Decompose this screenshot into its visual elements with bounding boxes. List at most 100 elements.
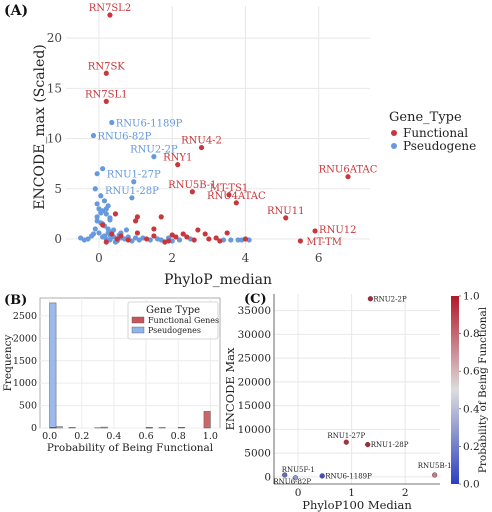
- x-tick-label: 0.2: [74, 431, 89, 442]
- point-annotation: MT-TS1: [210, 183, 249, 194]
- point-annotation: RNU1-27P: [107, 170, 161, 181]
- y-tick-label: 15000: [238, 400, 271, 412]
- data-point-pseudogene: [109, 119, 115, 126]
- point-annotation: RNU5B-1: [418, 462, 452, 470]
- colorbar-tick-label: 0.4: [463, 403, 480, 415]
- data-point-functional: [118, 233, 124, 239]
- data-point-pseudogene: [94, 214, 100, 220]
- colorbar-tick-label: 0.2: [463, 441, 480, 453]
- data-point-functional: [283, 215, 289, 221]
- data-point-pseudogene: [107, 215, 113, 221]
- x-tick-label: 2: [168, 251, 176, 265]
- x-tick-label: 4: [242, 251, 250, 265]
- x-tick-label: 1: [348, 487, 355, 499]
- data-point: [319, 473, 325, 479]
- data-point-pseudogene: [129, 195, 135, 201]
- y-tick-label: 20: [47, 31, 62, 45]
- data-point-functional: [312, 228, 318, 234]
- data-point-functional: [226, 192, 232, 198]
- data-point-functional: [158, 214, 164, 220]
- data-point-pseudogene: [228, 237, 234, 243]
- data-point-pseudogene: [235, 237, 241, 243]
- data-point-functional: [134, 230, 141, 236]
- y-tick-label: 0: [264, 471, 271, 483]
- data-point-functional: [143, 236, 150, 242]
- x-axis-title: PhyloP100 Median: [302, 498, 412, 512]
- data-point-pseudogene: [131, 179, 137, 185]
- point-annotation: RNU6-1189P: [116, 118, 183, 129]
- data-point-functional: [297, 238, 304, 244]
- data-point-functional: [184, 234, 190, 240]
- y-tick-label: 1000: [13, 378, 37, 389]
- data-point-functional: [114, 236, 120, 242]
- point-annotation: RNU11: [267, 206, 304, 217]
- data-point-pseudogene: [105, 226, 111, 232]
- data-point: [282, 472, 288, 478]
- colorbar: [451, 296, 459, 484]
- colorbar-tick-label: 0.0: [463, 479, 480, 491]
- point-annotation: RNU6-82P: [273, 478, 311, 486]
- point-annotation: RNU12: [319, 225, 356, 236]
- data-point-pseudogene: [90, 231, 97, 237]
- x-axis-title: PhyloP_median: [164, 272, 272, 288]
- legend-swatch: [131, 326, 145, 334]
- data-point-functional: [233, 200, 239, 206]
- y-tick-label: 25000: [238, 353, 271, 365]
- data-point-pseudogene: [101, 198, 108, 204]
- y-axis-title: ENCODE_max (Scaled): [32, 44, 48, 210]
- y-tick-label: 10000: [238, 424, 271, 436]
- data-point-functional: [109, 231, 115, 237]
- panel-label: (A): [4, 3, 28, 19]
- point-annotation: MT-TM: [306, 237, 342, 248]
- histogram-bar: [55, 426, 63, 429]
- x-tick-label: 1.0: [203, 431, 218, 442]
- x-tick-label: 2: [402, 487, 409, 499]
- histogram-bar: [100, 426, 108, 429]
- data-point-functional: [189, 189, 195, 195]
- point-annotation: RNU2-2P: [130, 145, 178, 156]
- data-point-pseudogene: [78, 235, 84, 241]
- data-point-functional: [107, 12, 113, 18]
- data-point-pseudogene: [96, 230, 102, 236]
- data-point-pseudogene: [94, 201, 100, 207]
- point-annotation: RNU6ATAC: [319, 165, 378, 176]
- data-point-functional: [180, 231, 186, 237]
- data-point-functional: [345, 174, 351, 180]
- data-point-functional: [213, 235, 219, 241]
- data-point-functional: [103, 70, 109, 76]
- y-tick-label: 35000: [238, 305, 271, 317]
- y-tick-label: 5000: [244, 448, 271, 460]
- x-axis-title: Probability of Being Functional: [47, 442, 214, 454]
- x-tick-label: 0: [295, 487, 302, 499]
- data-point-pseudogene: [151, 154, 157, 160]
- plot-area-c: [274, 294, 440, 484]
- data-point-functional: [198, 144, 205, 151]
- y-axis-title: ENCODE Max: [223, 347, 237, 431]
- data-point-pseudogene: [101, 233, 108, 239]
- data-point-pseudogene: [176, 237, 183, 243]
- point-annotation: RNU1-27P: [327, 432, 365, 440]
- data-point: [367, 296, 373, 302]
- data-point-pseudogene: [92, 186, 98, 192]
- legend-swatch: [391, 130, 397, 136]
- point-annotation: RNU5F-1: [282, 466, 315, 474]
- y-tick-label: 5: [54, 182, 62, 196]
- x-tick-label: 6: [315, 251, 323, 265]
- point-annotation: RN7SL1: [85, 89, 128, 100]
- data-point-functional: [162, 239, 168, 245]
- x-tick-label: 0: [95, 251, 103, 265]
- histogram-bar: [177, 427, 185, 429]
- y-tick-label: 500: [19, 401, 37, 412]
- data-point-functional: [242, 236, 249, 242]
- point-annotation: RNU6-1189P: [325, 472, 372, 480]
- histogram-bar: [49, 302, 57, 429]
- x-tick-label: 0.0: [42, 431, 57, 442]
- panel-c: 0 1 2 0 5000 10000 15000 20000 25000 30000 35000 Ph…: [223, 291, 489, 512]
- point-annotation: RNY1: [163, 153, 192, 164]
- panel-label: (B): [4, 293, 27, 308]
- data-point-functional: [169, 232, 175, 238]
- data-point-functional: [151, 233, 157, 239]
- data-point: [343, 439, 349, 445]
- panel-b: 0.0 0.2 0.4 0.6 0.8 1.0 0 500 1000 1500 2000 2500 Pr…: [2, 293, 221, 454]
- legend-label: Pseudogenes: [148, 326, 201, 335]
